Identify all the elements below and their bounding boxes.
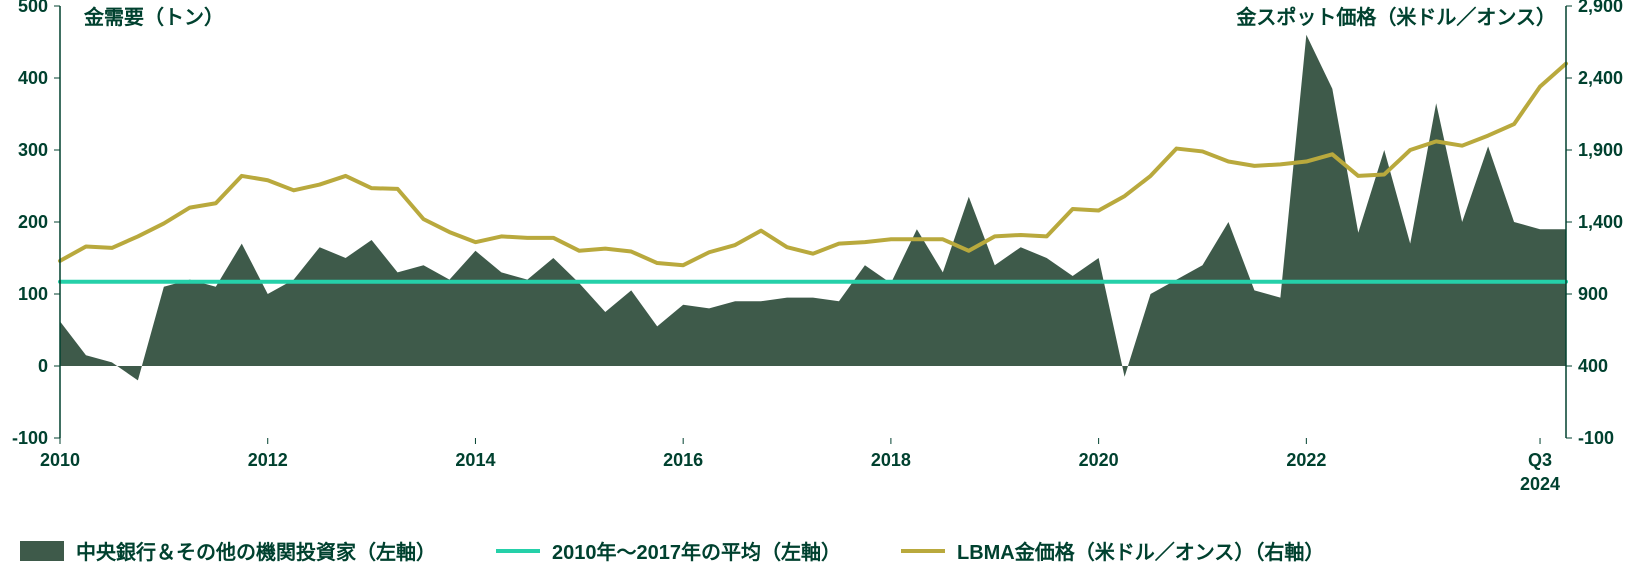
y-left-tick-label: 400	[18, 68, 48, 88]
y-left-tick-label: 0	[38, 356, 48, 376]
chart-legend: 中央銀行＆その他の機関投資家（左軸） 2010年～2017年の平均（左軸） LBMA…	[0, 536, 1626, 565]
y-right-tick-label: 1,400	[1578, 212, 1623, 232]
legend-item: 2010年～2017年の平均（左軸）	[496, 536, 841, 565]
legend-item: 中央銀行＆その他の機関投資家（左軸）	[20, 536, 436, 565]
x-tick-label: 2010	[40, 450, 80, 470]
y-left-tick-label: 100	[18, 284, 48, 304]
y-left-axis-title: 金需要（トン）	[83, 5, 224, 29]
y-right-tick-label: 2,400	[1578, 68, 1623, 88]
legend-swatch	[496, 549, 540, 553]
legend-item: LBMA金価格（米ドル／オンス）（右軸）	[901, 536, 1324, 565]
y-right-tick-label: -100	[1578, 428, 1614, 448]
area-central-banks	[60, 35, 1566, 381]
x-tick-label: 2020	[1079, 450, 1119, 470]
x-tick-label: 2018	[871, 450, 911, 470]
y-left-tick-label: 300	[18, 140, 48, 160]
legend-swatch	[901, 549, 945, 553]
legend-swatch	[20, 541, 64, 561]
x-tick-label: 2016	[663, 450, 703, 470]
y-left-tick-label: -100	[12, 428, 48, 448]
y-right-tick-label: 400	[1578, 356, 1608, 376]
y-right-tick-label: 2,900	[1578, 0, 1623, 16]
x-tick-label: 2022	[1286, 450, 1326, 470]
x-tick-label: Q3	[1528, 450, 1552, 470]
gold-demand-price-chart: -100 0 100 200 300 400 500 -100 400 900 1,400 1,900…	[0, 0, 1626, 564]
legend-label: 2010年～2017年の平均（左軸）	[552, 536, 841, 565]
y-left-tick-label: 200	[18, 212, 48, 232]
x-tick-label: 2012	[248, 450, 288, 470]
x-tick-sublabel: 2024	[1520, 474, 1560, 494]
chart-canvas: -100 0 100 200 300 400 500 -100 400 900 1,400 1,900…	[0, 0, 1626, 500]
legend-label: 中央銀行＆その他の機関投資家（左軸）	[76, 536, 436, 565]
y-right-axis-title: 金スポット価格（米ドル／オンス）	[1235, 5, 1556, 29]
legend-label: LBMA金価格（米ドル／オンス）（右軸）	[957, 536, 1324, 565]
y-right-tick-label: 900	[1578, 284, 1608, 304]
y-left-tick-label: 500	[18, 0, 48, 16]
x-tick-label: 2014	[455, 450, 495, 470]
y-right-tick-label: 1,900	[1578, 140, 1623, 160]
